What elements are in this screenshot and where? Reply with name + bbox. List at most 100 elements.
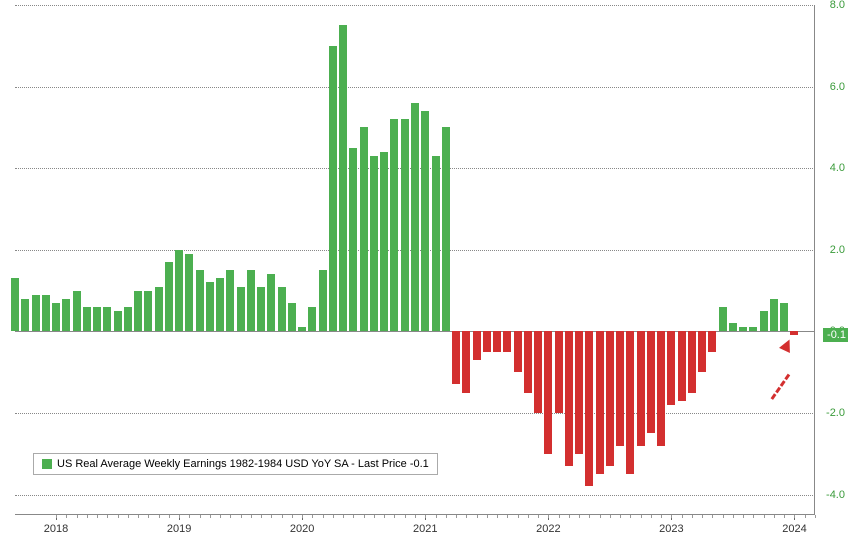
bar: [514, 331, 522, 372]
bar: [114, 311, 122, 331]
bar: [360, 127, 368, 331]
bar: [790, 331, 798, 335]
x-tick-minor: [466, 515, 467, 518]
x-tick-minor: [815, 515, 816, 518]
bar: [308, 307, 316, 331]
gridline: [15, 495, 815, 496]
bar: [52, 303, 60, 332]
bar: [175, 250, 183, 332]
x-axis-label: 2020: [290, 523, 314, 535]
bar: [278, 287, 286, 332]
bar: [380, 152, 388, 332]
bar: [144, 291, 152, 332]
bar: [739, 327, 747, 331]
x-tick-minor: [559, 515, 560, 518]
bar: [667, 331, 675, 404]
bar: [155, 287, 163, 332]
bar: [390, 119, 398, 331]
bar: [637, 331, 645, 445]
bar: [226, 270, 234, 331]
y-tick-label: 2.0: [830, 244, 845, 256]
bar: [247, 270, 255, 331]
bar: [749, 327, 757, 331]
bar: [719, 307, 727, 331]
bar: [452, 331, 460, 384]
x-tick-minor: [56, 515, 57, 518]
bar: [329, 46, 337, 332]
bar: [288, 303, 296, 332]
x-tick-minor: [394, 515, 395, 518]
gridline: [15, 87, 815, 88]
bar: [493, 331, 501, 351]
x-tick-minor: [405, 515, 406, 518]
bar: [565, 331, 573, 466]
last-value-badge: -0.1: [823, 328, 848, 342]
x-tick-minor: [251, 515, 252, 518]
x-tick-minor: [241, 515, 242, 518]
bar: [298, 327, 306, 331]
x-tick-minor: [189, 515, 190, 518]
bar: [267, 274, 275, 331]
x-tick-minor: [671, 515, 672, 518]
bar: [647, 331, 655, 433]
bar: [657, 331, 665, 445]
x-tick-minor: [528, 515, 529, 518]
bar: [319, 270, 327, 331]
x-tick-minor: [538, 515, 539, 518]
bar: [401, 119, 409, 331]
bar: [411, 103, 419, 331]
x-tick-minor: [323, 515, 324, 518]
x-tick-minor: [302, 515, 303, 518]
bar: [473, 331, 481, 360]
x-tick-minor: [261, 515, 262, 518]
x-tick-minor: [364, 515, 365, 518]
x-tick-minor: [784, 515, 785, 518]
bar: [206, 282, 214, 331]
bar: [524, 331, 532, 392]
x-tick-minor: [805, 515, 806, 518]
bar: [216, 278, 224, 331]
x-tick-minor: [312, 515, 313, 518]
x-tick-minor: [723, 515, 724, 518]
x-tick-minor: [507, 515, 508, 518]
x-tick-minor: [282, 515, 283, 518]
x-tick-minor: [425, 515, 426, 518]
x-tick-minor: [477, 515, 478, 518]
x-tick-minor: [569, 515, 570, 518]
x-tick-minor: [384, 515, 385, 518]
x-tick-minor: [107, 515, 108, 518]
x-tick-minor: [118, 515, 119, 518]
x-tick-minor: [589, 515, 590, 518]
x-tick-minor: [764, 515, 765, 518]
y-tick-label: 4.0: [830, 162, 845, 174]
bar: [534, 331, 542, 413]
bar: [196, 270, 204, 331]
x-tick-minor: [651, 515, 652, 518]
x-tick-minor: [702, 515, 703, 518]
bar: [544, 331, 552, 453]
bar: [83, 307, 91, 331]
x-axis-label: 2023: [659, 523, 683, 535]
bar: [780, 303, 788, 332]
x-tick-minor: [374, 515, 375, 518]
bar: [32, 295, 40, 332]
x-tick-minor: [733, 515, 734, 518]
annotation-arrow-head: [779, 337, 795, 353]
x-tick-minor: [343, 515, 344, 518]
x-tick-minor: [446, 515, 447, 518]
y-tick-label: 6.0: [830, 81, 845, 93]
chart-container: -4.0-2.00.02.04.06.08.020182019202020212…: [15, 5, 815, 515]
bar: [483, 331, 491, 351]
bar: [606, 331, 614, 466]
legend-swatch: [42, 459, 52, 469]
x-tick-minor: [333, 515, 334, 518]
x-tick-minor: [66, 515, 67, 518]
x-tick-minor: [210, 515, 211, 518]
bar: [462, 331, 470, 392]
y-tick-label: -4.0: [826, 489, 845, 501]
x-tick-minor: [353, 515, 354, 518]
x-tick-minor: [518, 515, 519, 518]
x-tick-minor: [682, 515, 683, 518]
bar: [42, 295, 50, 332]
x-tick-minor: [610, 515, 611, 518]
